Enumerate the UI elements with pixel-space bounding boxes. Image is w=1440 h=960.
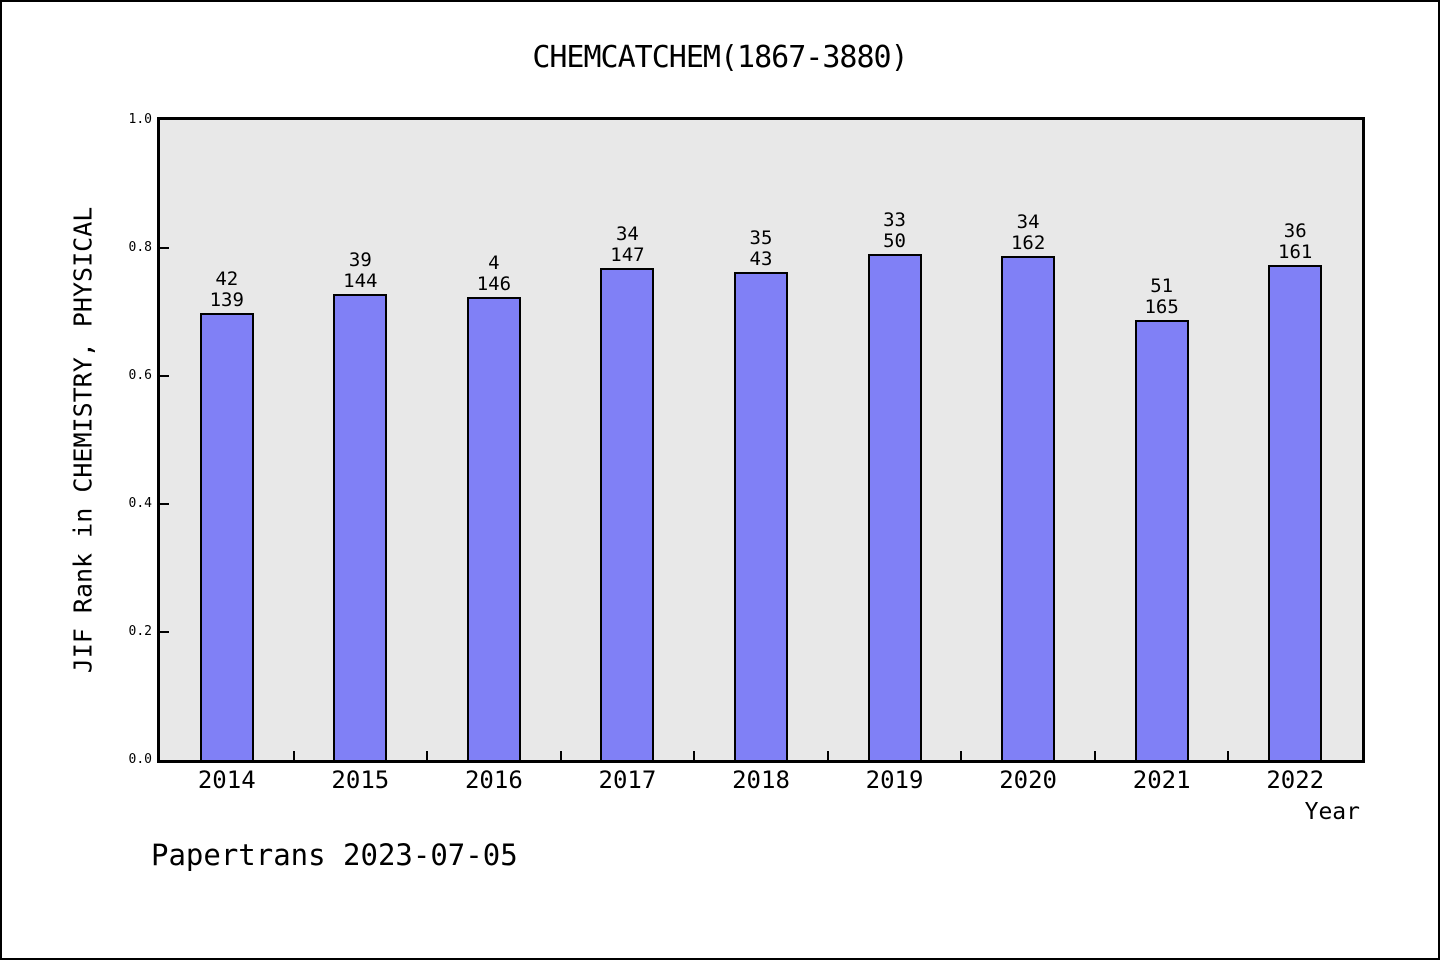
bar-total-value: 50 xyxy=(883,230,906,252)
bar-2022 xyxy=(1268,265,1323,760)
bar-rank-value: 42 xyxy=(215,268,239,290)
bar-value-label-2018: 35 43 xyxy=(691,228,831,270)
x-tick-label-2020: 2020 xyxy=(999,766,1057,794)
y-tick-mark xyxy=(160,247,169,249)
bar-value-label-2020: 34 162 xyxy=(958,212,1098,254)
bar-value-label-2021: 51 165 xyxy=(1092,276,1232,318)
bar-value-label-2016: 4 146 xyxy=(424,253,564,295)
x-tick-label-2019: 2019 xyxy=(865,766,924,794)
bar-value-label-2014: 42 139 xyxy=(157,269,297,311)
x-tick-label-2016: 2016 xyxy=(464,766,523,794)
bar-2019 xyxy=(867,254,922,760)
x-tick-mark xyxy=(293,751,295,760)
bar-rank-value: 35 xyxy=(749,227,773,249)
chart-title: CHEMCATCHEM(1867-3880) xyxy=(532,40,908,75)
bar-value-label-2015: 39 144 xyxy=(290,250,430,292)
bar-total-value: 144 xyxy=(343,270,378,292)
y-tick-label-0.6: 0.6 xyxy=(128,368,152,383)
x-tick-label-2021: 2021 xyxy=(1132,766,1191,794)
bar-total-value: 146 xyxy=(476,273,512,295)
bar-rank-value: 39 xyxy=(348,249,372,271)
bar-rank-value: 34 xyxy=(615,223,639,245)
watermark-text: Papertrans 2023-07-05 xyxy=(151,838,518,872)
x-tick-mark xyxy=(426,751,428,760)
x-axis-label: Year xyxy=(1304,799,1360,825)
y-tick-mark xyxy=(160,631,169,633)
bar-total-value: 162 xyxy=(1010,232,1046,254)
bar-rank-value: 36 xyxy=(1283,220,1307,242)
y-tick-label-1.0: 1.0 xyxy=(128,112,152,127)
bar-rank-value: 34 xyxy=(1016,211,1040,233)
x-tick-mark xyxy=(1094,751,1096,760)
bar-2020 xyxy=(1001,256,1056,760)
x-tick-label-2022: 2022 xyxy=(1266,766,1325,794)
bar-rank-value: 33 xyxy=(883,209,906,231)
bar-value-label-2022: 36 161 xyxy=(1225,221,1365,263)
bar-total-value: 147 xyxy=(610,244,645,266)
bar-2016 xyxy=(466,297,521,760)
bar-2018 xyxy=(734,272,788,760)
bar-total-value: 165 xyxy=(1144,296,1179,318)
bar-total-value: 139 xyxy=(209,289,244,311)
x-tick-mark xyxy=(560,751,562,760)
bar-value-label-2017: 34 147 xyxy=(557,224,697,266)
x-tick-label-2015: 2015 xyxy=(331,766,390,794)
y-tick-label-0.4: 0.4 xyxy=(128,496,152,511)
bar-value-label-2019: 33 50 xyxy=(825,210,965,252)
bar-rank-value: 4 xyxy=(488,252,500,274)
bar-2017 xyxy=(600,268,655,760)
y-tick-label-0.8: 0.8 xyxy=(128,240,152,255)
bar-2021 xyxy=(1134,320,1189,760)
y-tick-label-0.2: 0.2 xyxy=(128,624,152,639)
y-tick-mark xyxy=(160,375,169,377)
x-tick-mark xyxy=(693,751,695,760)
x-tick-mark xyxy=(960,751,962,760)
x-tick-label-2018: 2018 xyxy=(732,766,790,794)
y-tick-label-0.0: 0.0 xyxy=(128,752,152,767)
x-tick-mark xyxy=(827,751,829,760)
bar-rank-value: 51 xyxy=(1150,275,1174,297)
y-axis-label: JIF Rank in CHEMISTRY, PHYSICAL xyxy=(68,206,98,674)
x-tick-mark xyxy=(1227,751,1229,760)
x-tick-label-2014: 2014 xyxy=(197,766,256,794)
y-tick-mark xyxy=(160,503,169,505)
bar-total-value: 161 xyxy=(1278,241,1313,263)
x-tick-label-2017: 2017 xyxy=(598,766,657,794)
bar-total-value: 43 xyxy=(749,248,773,270)
plot-area: 42 139 39 144 4 146 34 147 35 43 33 50 34 162 51 165 36 1… xyxy=(157,117,1365,763)
bar-2014 xyxy=(199,313,254,760)
bar-2015 xyxy=(333,294,388,760)
